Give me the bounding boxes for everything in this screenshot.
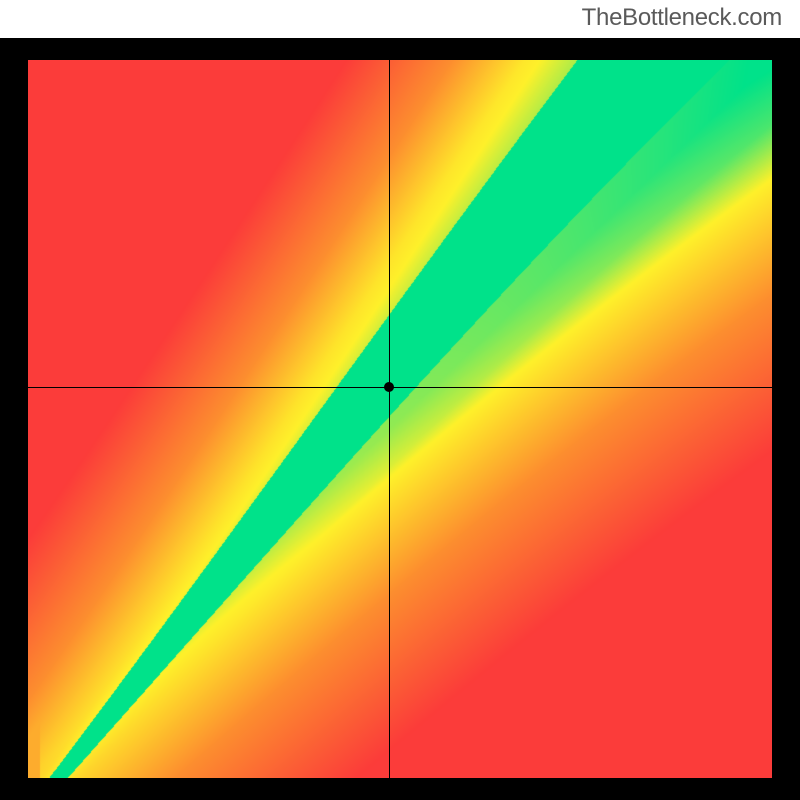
chart-frame [0, 38, 800, 800]
attribution-text: TheBottleneck.com [582, 4, 782, 32]
heatmap-canvas [28, 60, 772, 778]
crosshair-horizontal [28, 387, 772, 388]
plot-area [28, 60, 772, 778]
crosshair-vertical [389, 60, 390, 778]
crosshair-marker [384, 382, 394, 392]
